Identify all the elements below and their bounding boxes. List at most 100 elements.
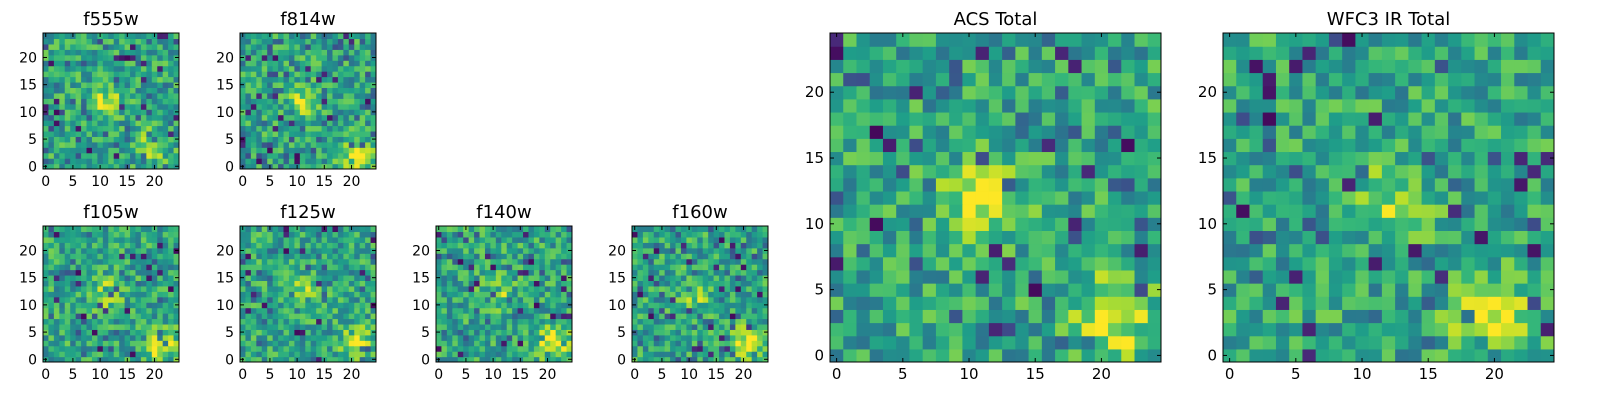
heatmap-cell [1147, 296, 1162, 310]
heatmap-cell [250, 236, 257, 243]
x-tick-label: 15 [118, 174, 136, 190]
heatmap-cell [659, 340, 666, 347]
heatmap-cell [762, 291, 769, 298]
heatmap-cell [1108, 217, 1122, 231]
heatmap-cell [261, 125, 268, 132]
heatmap-cell [102, 87, 109, 94]
heatmap-cell [708, 269, 715, 276]
heatmap-cell [102, 49, 109, 56]
heatmap-cell [240, 87, 247, 94]
heatmap-cell [1501, 322, 1515, 337]
heatmap-cell [896, 138, 911, 153]
heatmap-cell [1081, 204, 1096, 218]
heatmap-cell [457, 231, 464, 238]
heatmap-cell [288, 296, 295, 303]
heatmap-cell [75, 307, 82, 314]
heatmap-cell [278, 120, 285, 127]
heatmap-cell [146, 87, 153, 94]
heatmap-cell [1249, 164, 1264, 179]
heatmap-cell [332, 242, 339, 249]
heatmap-cell [288, 125, 295, 132]
heatmap-cell [1094, 46, 1109, 60]
heatmap-cell [278, 345, 285, 352]
heatmap-cell [637, 274, 644, 281]
heatmap-cell [909, 256, 924, 271]
heatmap-cell [48, 313, 55, 320]
heatmap-cell [135, 231, 142, 238]
heatmap-cell [310, 242, 317, 249]
heatmap-cell [146, 242, 153, 249]
heatmap-cell [988, 348, 1003, 363]
heatmap-cell [740, 280, 747, 287]
heatmap-cell [75, 65, 82, 72]
heatmap-cell [1342, 309, 1356, 324]
heatmap-cell [691, 345, 698, 352]
heatmap-cell [949, 151, 963, 166]
heatmap-cell [506, 313, 513, 320]
heatmap-cell [119, 163, 126, 170]
heatmap-cell [708, 302, 715, 309]
heatmap-cell [316, 334, 323, 341]
heatmap-cell [1002, 85, 1016, 100]
heatmap-cell [664, 296, 671, 303]
heatmap-cell [316, 258, 323, 265]
heatmap-cell [256, 81, 263, 88]
heatmap-cell [173, 33, 180, 40]
heatmap-cell [922, 322, 937, 337]
heatmap-cell [1355, 190, 1370, 205]
heatmap-cell [1002, 111, 1016, 126]
heatmap-cell [648, 226, 655, 233]
heatmap-cell [365, 274, 372, 281]
heatmap-cell [321, 60, 328, 67]
heatmap-cell [544, 302, 551, 309]
heatmap-cell [267, 43, 274, 50]
heatmap-cell [1068, 269, 1083, 284]
heatmap-cell [245, 43, 252, 50]
heatmap-cell [278, 71, 285, 78]
heatmap-cell [140, 114, 147, 121]
heatmap-cell [653, 291, 660, 298]
heatmap-cell [245, 285, 252, 292]
heatmap-cell [124, 302, 131, 309]
heatmap-cell [523, 291, 530, 298]
heatmap-cell [267, 158, 274, 165]
heatmap-cell [757, 313, 764, 320]
heatmap-cell [81, 247, 88, 254]
heatmap-cell [348, 120, 355, 127]
heatmap-cell [436, 258, 443, 265]
heatmap-cell [91, 334, 98, 341]
heatmap-cell [81, 147, 88, 154]
heatmap-cell [343, 340, 350, 347]
heatmap-cell [365, 125, 372, 132]
heatmap-cell [1015, 190, 1030, 205]
heatmap-cell [348, 340, 355, 347]
heatmap-cell [1262, 190, 1277, 205]
heatmap-cell [240, 130, 247, 137]
heatmap-cell [463, 296, 470, 303]
heatmap-cell [975, 59, 990, 74]
heatmap-cell [91, 356, 98, 363]
heatmap-cell [935, 138, 950, 153]
heatmap-cell [173, 120, 180, 127]
heatmap-cell [1121, 111, 1136, 126]
heatmap-cell [896, 177, 911, 192]
heatmap-cell [463, 236, 470, 243]
heatmap-cell [1134, 230, 1149, 245]
heatmap-cell [975, 230, 990, 245]
heatmap-cell [1068, 98, 1083, 113]
heatmap-cell [70, 231, 77, 238]
heatmap-cell [1448, 335, 1462, 350]
heatmap-cell [173, 226, 180, 233]
heatmap-cell [457, 269, 464, 276]
heatmap-cell [157, 345, 164, 352]
heatmap-cell [648, 356, 655, 363]
heatmap-cell [539, 351, 546, 358]
heatmap-cell [113, 87, 120, 94]
heatmap-cell [283, 334, 290, 341]
heatmap-cell [91, 264, 98, 271]
heatmap-cell [550, 285, 557, 292]
heatmap-cell [354, 43, 361, 50]
heatmap-cell [299, 158, 306, 165]
heatmap-cell [162, 141, 169, 148]
